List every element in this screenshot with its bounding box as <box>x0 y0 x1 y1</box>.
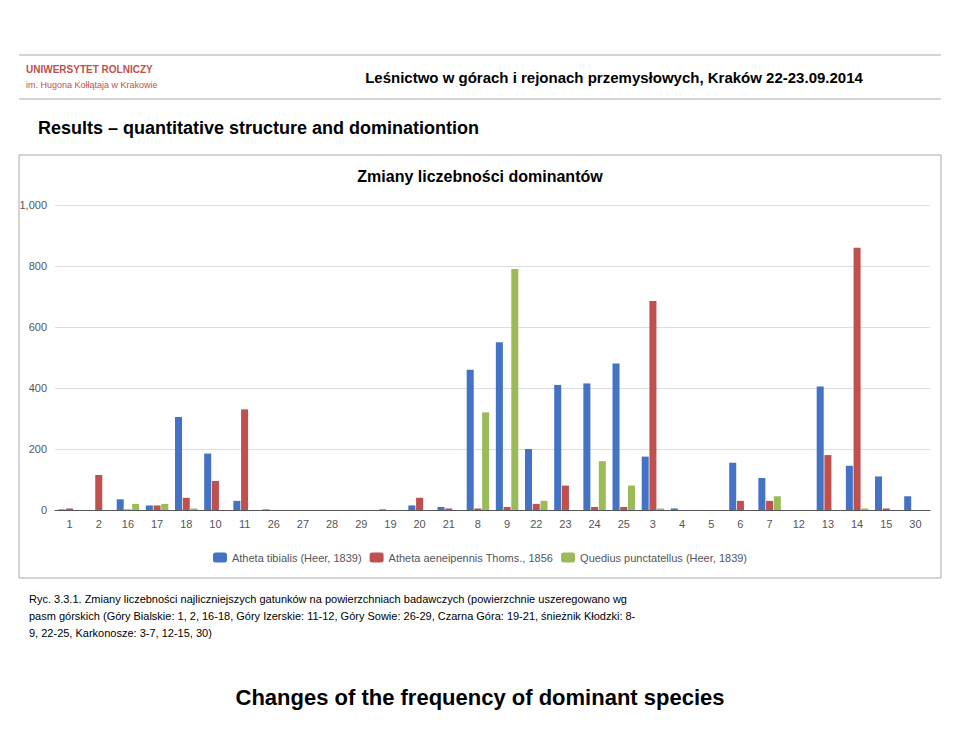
svg-text:15: 15 <box>880 518 892 530</box>
svg-text:9, 22-25, Karkonosze: 3-7, 12-: 9, 22-25, Karkonosze: 3-7, 12-15, 30) <box>29 627 212 639</box>
svg-text:24: 24 <box>588 518 600 530</box>
svg-text:400: 400 <box>29 382 47 394</box>
svg-text:21: 21 <box>443 518 455 530</box>
svg-text:5: 5 <box>708 518 714 530</box>
svg-text:Results – quantitative structu: Results – quantitative structure and dom… <box>38 118 479 138</box>
svg-text:28: 28 <box>326 518 338 530</box>
svg-text:im. Hugona Kołłątaja w Krakowi: im. Hugona Kołłątaja w Krakowie <box>26 80 158 90</box>
svg-text:Atheta aeneipennis Thoms., 185: Atheta aeneipennis Thoms., 1856 <box>389 552 553 564</box>
svg-text:600: 600 <box>29 321 47 333</box>
svg-text:14: 14 <box>851 518 863 530</box>
svg-text:0: 0 <box>41 504 47 516</box>
svg-text:800: 800 <box>29 260 47 272</box>
svg-text:8: 8 <box>475 518 481 530</box>
svg-text:22: 22 <box>530 518 542 530</box>
svg-text:Quedius punctatellus (Heer, 18: Quedius punctatellus (Heer, 1839) <box>580 552 747 564</box>
svg-text:10: 10 <box>209 518 221 530</box>
svg-text:17: 17 <box>151 518 163 530</box>
svg-text:29: 29 <box>355 518 367 530</box>
svg-text:30: 30 <box>909 518 921 530</box>
svg-text:19: 19 <box>384 518 396 530</box>
svg-text:18: 18 <box>180 518 192 530</box>
svg-text:Atheta tibialis (Heer, 1839): Atheta tibialis (Heer, 1839) <box>232 552 362 564</box>
svg-text:7: 7 <box>767 518 773 530</box>
svg-text:9: 9 <box>504 518 510 530</box>
svg-text:20: 20 <box>413 518 425 530</box>
svg-text:27: 27 <box>297 518 309 530</box>
svg-text:25: 25 <box>618 518 630 530</box>
svg-text:Changes of the frequency of do: Changes of the frequency of dominant spe… <box>236 685 725 710</box>
svg-text:4: 4 <box>679 518 685 530</box>
svg-text:12: 12 <box>793 518 805 530</box>
svg-text:1: 1 <box>67 518 73 530</box>
svg-text:1,000: 1,000 <box>19 199 47 211</box>
svg-text:26: 26 <box>268 518 280 530</box>
svg-text:Ryc. 3.3.1. Zmiany liczebności: Ryc. 3.3.1. Zmiany liczebności najliczni… <box>29 593 627 605</box>
svg-text:11: 11 <box>239 518 250 530</box>
svg-text:13: 13 <box>822 518 834 530</box>
svg-text:16: 16 <box>122 518 134 530</box>
svg-text:UNIWERSYTET ROLNICZY: UNIWERSYTET ROLNICZY <box>26 64 153 75</box>
svg-text:200: 200 <box>29 443 47 455</box>
svg-text:3: 3 <box>650 518 656 530</box>
svg-text:Leśnictwo w górach i rejonach: Leśnictwo w górach i rejonach przemysłow… <box>365 69 863 86</box>
svg-text:2: 2 <box>96 518 102 530</box>
svg-text:6: 6 <box>737 518 743 530</box>
svg-text:Zmiany liczebności dominantów: Zmiany liczebności dominantów <box>357 168 603 185</box>
svg-text:pasm górskich (Góry Bialskie:: pasm górskich (Góry Bialskie: 1, 2, 16-1… <box>29 610 636 622</box>
svg-text:23: 23 <box>559 518 571 530</box>
